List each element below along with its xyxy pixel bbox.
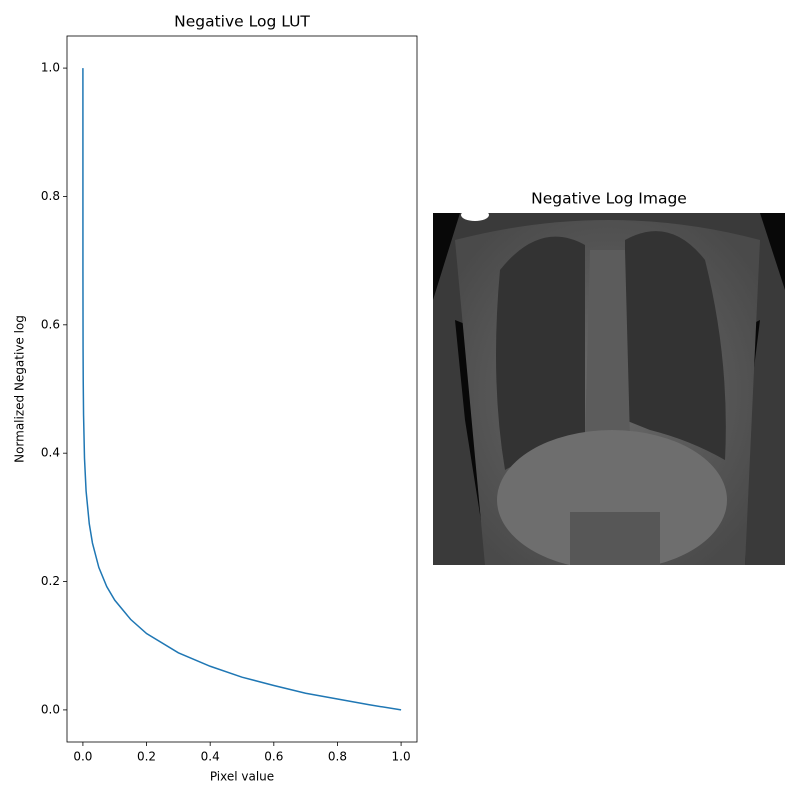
x-axis-label: Pixel value: [210, 770, 274, 784]
y-tick-label: 0.0: [41, 702, 60, 716]
xray-image: [433, 213, 785, 565]
plot-frame: [66, 35, 418, 743]
image-title: Negative Log Image: [531, 190, 687, 208]
x-tick-label: 0.4: [201, 750, 220, 764]
line-series: [82, 68, 402, 711]
chart-title: Negative Log LUT: [174, 13, 310, 31]
x-tick-label: 0.8: [328, 750, 347, 764]
y-tick-label: 0.2: [41, 574, 60, 588]
x-tick-label: 0.0: [73, 750, 92, 764]
x-tick-label: 0.6: [264, 750, 283, 764]
x-tick-label: 0.2: [137, 750, 156, 764]
y-tick-label: 0.8: [41, 189, 60, 203]
x-tick-label: 1.0: [392, 750, 411, 764]
y-axis-label: Normalized Negative log: [13, 315, 27, 463]
y-tick-label: 0.4: [41, 446, 60, 460]
y-tick-label: 0.6: [41, 317, 60, 331]
y-tick-label: 1.0: [41, 61, 60, 75]
